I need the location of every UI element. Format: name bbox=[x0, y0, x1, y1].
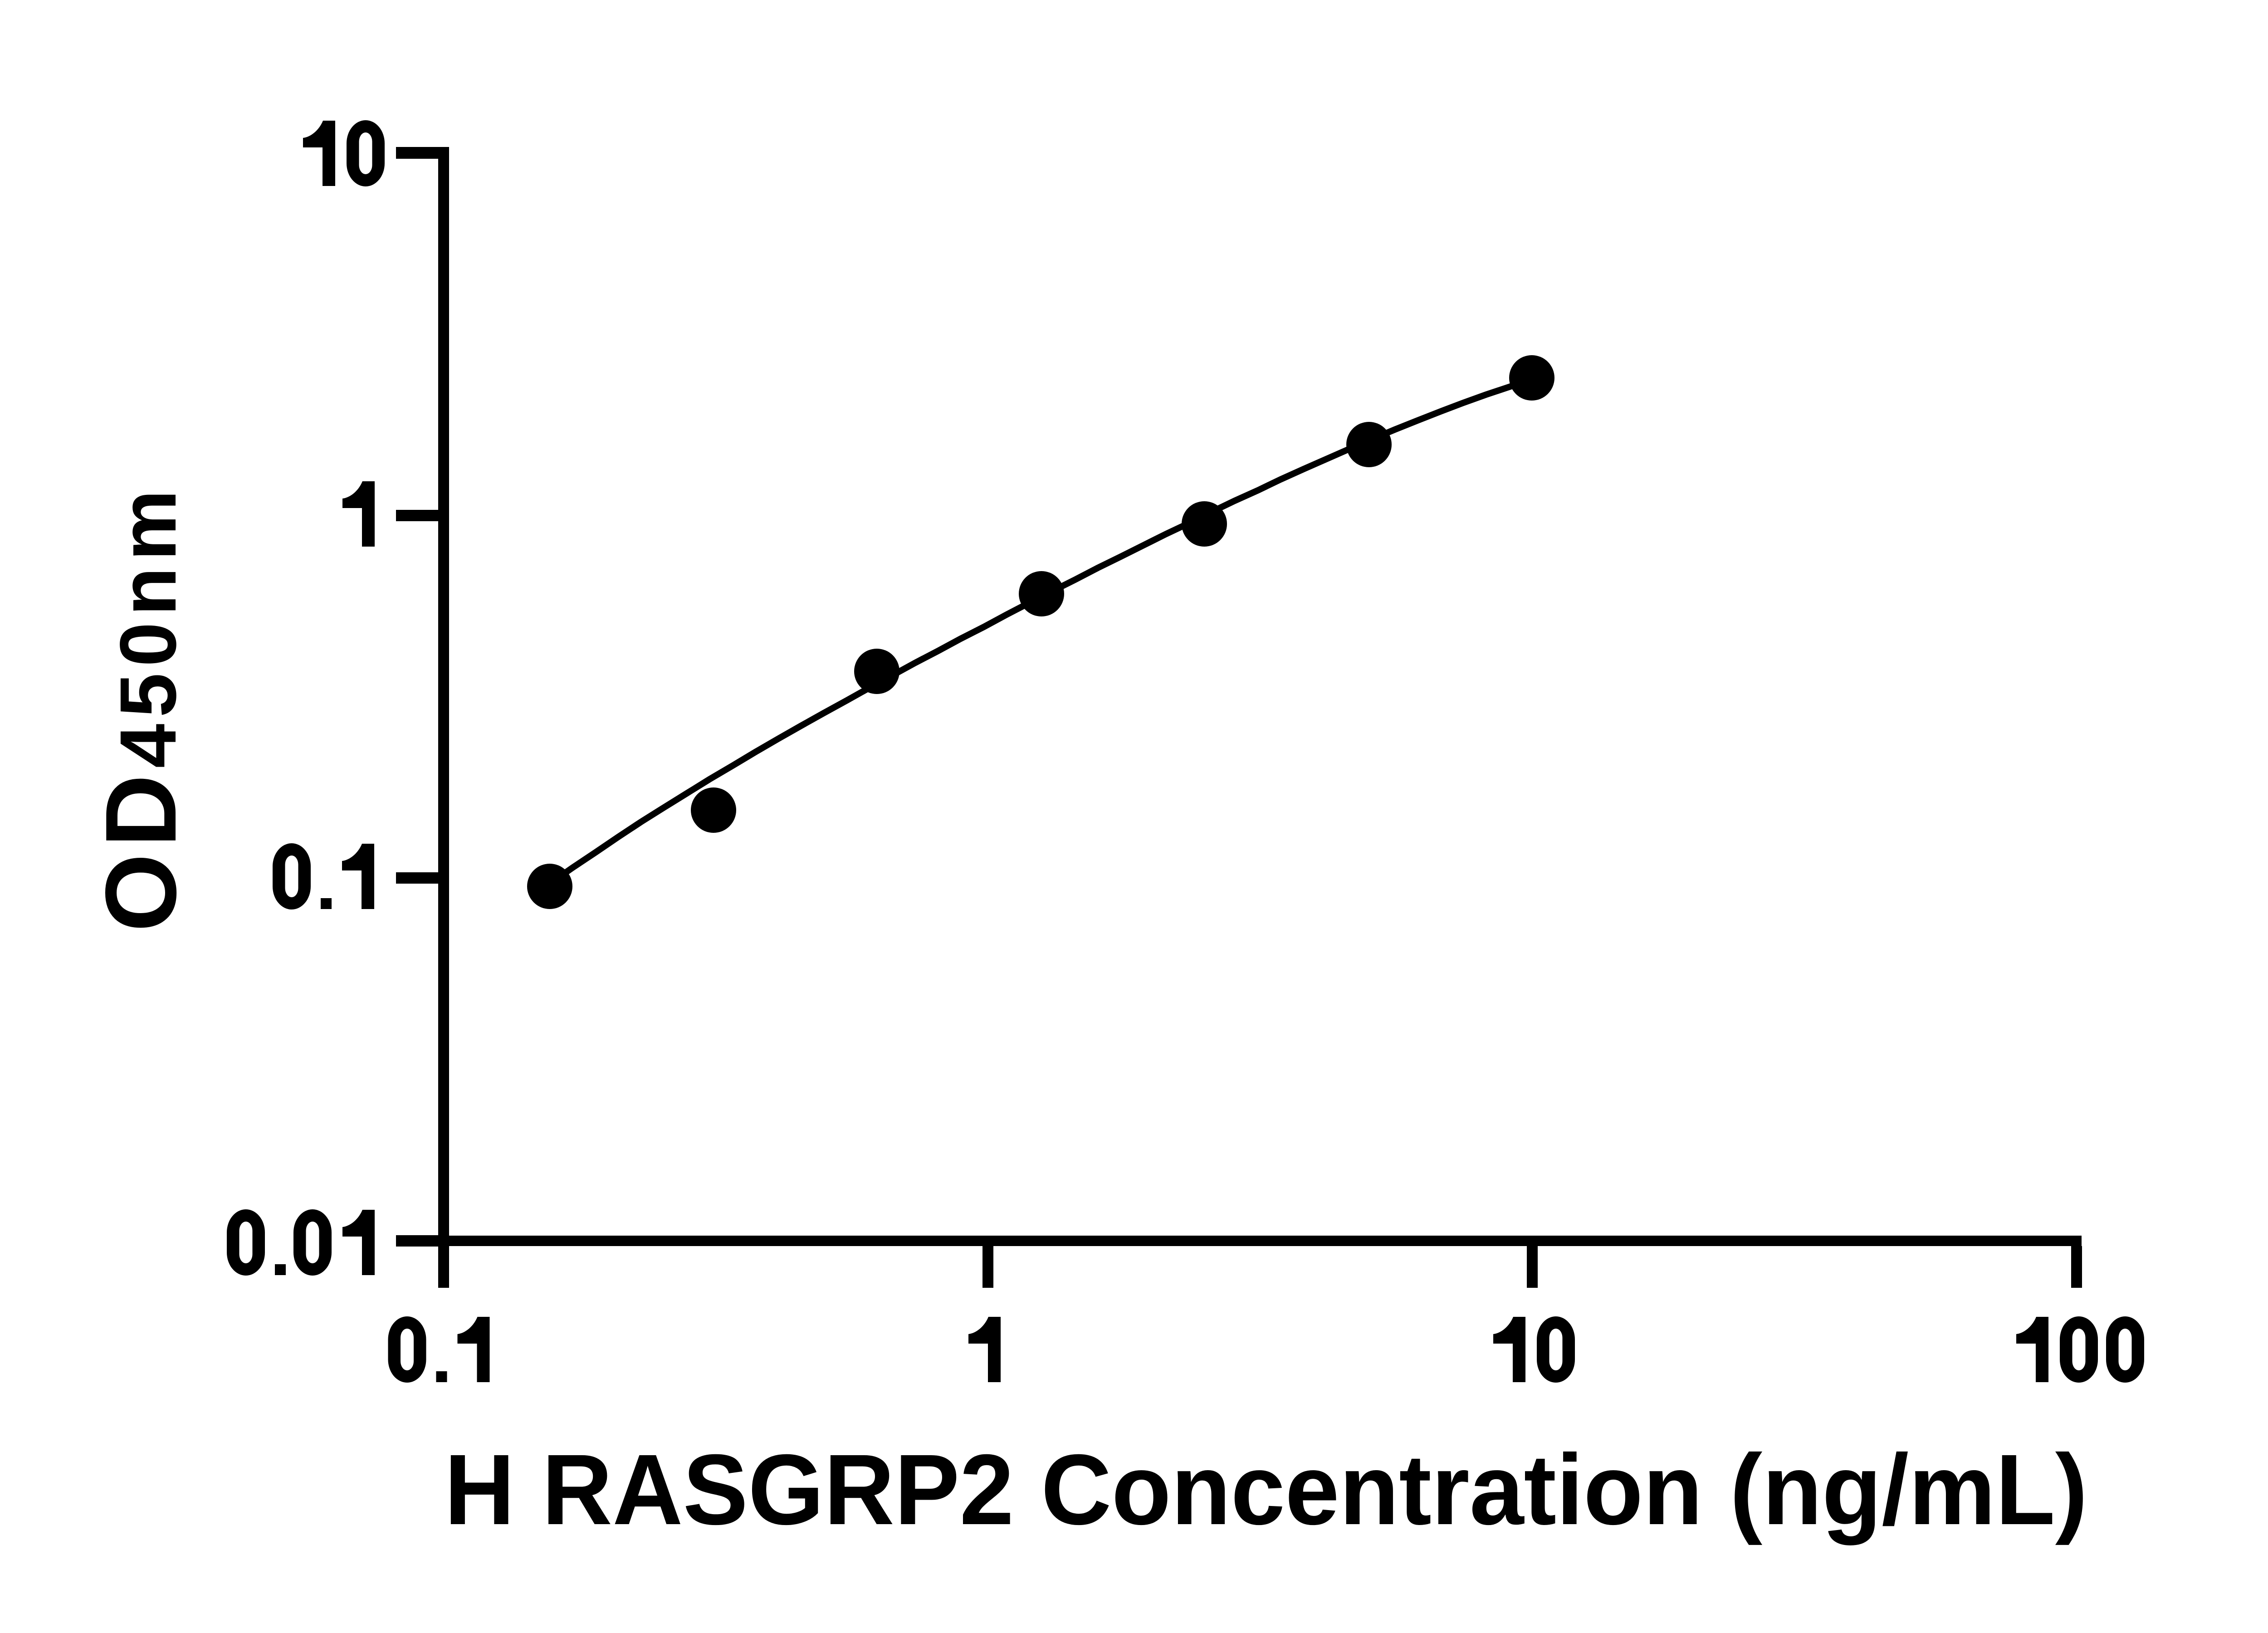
svg-text:H RASGRP2 Concentration (ng/mL: H RASGRP2 Concentration (ng/mL) bbox=[445, 1433, 2088, 1545]
svg-text:OD450nm: OD450nm bbox=[85, 484, 197, 932]
